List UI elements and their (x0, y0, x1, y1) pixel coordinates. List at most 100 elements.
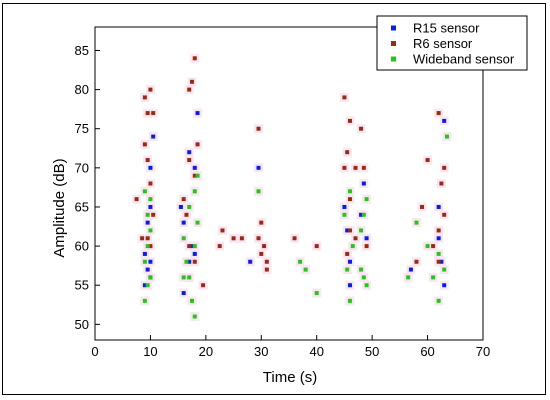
data-point (359, 267, 364, 272)
data-point (439, 259, 444, 264)
data-point (439, 181, 444, 186)
data-point (364, 197, 369, 202)
data-point (420, 204, 425, 209)
data-point (192, 189, 197, 194)
axes: 0 10 20 30 40 50 60 70 50 55 60 65 70 75 80 85 (75, 26, 490, 359)
legend-marker (391, 56, 396, 62)
data-point (192, 56, 197, 61)
data-point (151, 111, 156, 116)
data-point (264, 259, 269, 264)
data-point (414, 259, 419, 264)
data-point (345, 150, 350, 155)
data-point (303, 267, 308, 272)
data-point (220, 228, 225, 233)
data-point (192, 259, 197, 264)
data-point (145, 212, 150, 217)
data-point (425, 244, 430, 249)
y-axis-title: Amplitude (dB) (51, 158, 68, 257)
data-point (239, 236, 244, 241)
x-tick-label: 0 (91, 344, 98, 359)
data-point (436, 236, 441, 241)
data-point (414, 220, 419, 225)
data-point (140, 236, 145, 241)
data-point (145, 283, 150, 288)
data-point (184, 259, 189, 264)
data-point (187, 259, 192, 264)
data-point (444, 134, 449, 139)
data-point (192, 165, 197, 170)
x-axis-title: Time (s) (263, 369, 317, 386)
data-point (361, 275, 366, 280)
data-point (353, 165, 358, 170)
data-point (431, 275, 436, 280)
data-point (142, 251, 147, 256)
data-point (442, 118, 447, 123)
data-point (436, 298, 441, 303)
x-tick-label: 30 (254, 344, 268, 359)
data-point (187, 275, 192, 280)
data-point (142, 298, 147, 303)
y-tick-label: 50 (75, 317, 89, 332)
x-tick-label: 70 (476, 344, 490, 359)
data-point (151, 212, 156, 217)
data-point (364, 236, 369, 241)
data-point (347, 259, 352, 264)
data-point (201, 283, 206, 288)
data-point (361, 212, 366, 217)
legend-box (376, 15, 528, 71)
data-point (192, 173, 197, 178)
plot-area (132, 53, 452, 322)
data-point (359, 126, 364, 131)
data-point (142, 259, 147, 264)
data-point (190, 79, 194, 84)
x-tick-label: 10 (143, 344, 157, 359)
data-point (256, 165, 261, 170)
data-point (436, 259, 441, 264)
data-point (425, 158, 430, 163)
data-point (148, 197, 153, 202)
data-point (347, 228, 352, 233)
data-point (142, 189, 147, 194)
data-point (195, 173, 200, 178)
data-point (148, 204, 153, 209)
legend-label: Wideband sensor (413, 52, 515, 67)
data-point (145, 158, 150, 163)
data-point (181, 275, 186, 280)
data-point (406, 275, 411, 280)
data-point (342, 212, 347, 217)
data-point (347, 118, 352, 123)
data-point (361, 181, 366, 186)
data-point (256, 189, 261, 194)
data-point (187, 244, 192, 249)
data-point (345, 267, 350, 272)
data-point (347, 283, 352, 288)
y-tick-label: 80 (75, 82, 89, 97)
data-point (353, 236, 358, 241)
data-point (431, 244, 436, 249)
legend-label: R6 sensor (413, 36, 473, 51)
y-tick-label: 70 (75, 160, 89, 175)
data-point (345, 228, 350, 233)
data-point (217, 244, 222, 249)
data-point (436, 228, 441, 233)
data-point (148, 244, 153, 249)
data-point (187, 204, 192, 209)
data-point (134, 197, 139, 202)
data-point (148, 228, 153, 233)
data-point (145, 111, 150, 116)
data-point (181, 236, 186, 241)
data-point (436, 251, 441, 256)
y-tick-label: 85 (75, 43, 89, 58)
data-point (195, 220, 200, 225)
y-tick-label: 55 (75, 278, 89, 293)
data-point (256, 236, 261, 241)
data-point (345, 251, 350, 256)
y-tick-label: 75 (75, 121, 89, 136)
x-tick-label: 60 (420, 344, 434, 359)
data-point (259, 220, 264, 225)
data-point (145, 220, 150, 225)
data-point (181, 197, 186, 202)
data-point (187, 150, 192, 155)
data-point (231, 236, 236, 241)
